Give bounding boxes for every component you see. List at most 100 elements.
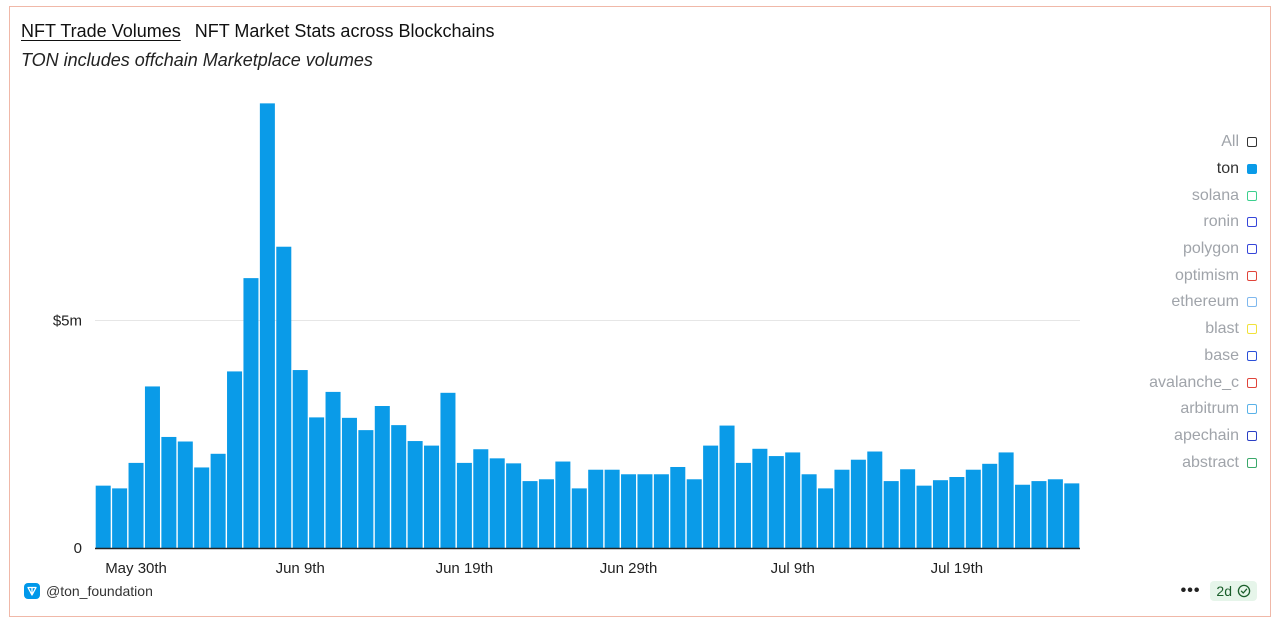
chart-subtitle: NFT Market Stats across Blockchains [194, 21, 495, 41]
bar[interactable] [883, 481, 899, 548]
bar[interactable] [949, 477, 965, 548]
bar[interactable] [473, 449, 489, 548]
bar[interactable] [768, 456, 784, 548]
legend-item-All[interactable]: All [1057, 129, 1257, 156]
bar[interactable] [407, 441, 423, 548]
legend-label: apechain [1174, 426, 1239, 444]
bar[interactable] [259, 103, 275, 549]
bar[interactable] [309, 417, 325, 548]
y-tick-label: 0 [74, 540, 82, 557]
x-tick-label: Jul 19th [931, 560, 984, 577]
legend-label: solana [1191, 186, 1239, 204]
bar[interactable] [867, 451, 883, 548]
bar[interactable] [932, 480, 948, 548]
bar[interactable] [982, 463, 998, 548]
bar[interactable] [227, 371, 243, 548]
bar[interactable] [555, 461, 571, 548]
bar[interactable] [144, 386, 160, 548]
bar[interactable] [1047, 479, 1063, 548]
bar[interactable] [95, 485, 111, 548]
legend-swatch-icon [1247, 430, 1257, 441]
bar[interactable] [670, 466, 686, 548]
chart-title-link[interactable]: NFT Trade Volumes [21, 21, 181, 41]
legend-label: polygon [1182, 240, 1239, 258]
legend-item-avalanche-c[interactable]: avalanche_c [1057, 369, 1257, 396]
bar[interactable] [588, 469, 604, 548]
legend-swatch-icon [1247, 244, 1257, 255]
bar[interactable] [801, 474, 817, 548]
legend-swatch-icon [1247, 350, 1257, 361]
bar[interactable] [752, 448, 768, 548]
more-options-button[interactable]: ••• [1180, 582, 1201, 599]
author-attribution[interactable]: @ton_foundation [24, 583, 153, 599]
legend-label: ton [1216, 160, 1239, 178]
bar[interactable] [374, 406, 390, 548]
bar[interactable] [735, 462, 751, 548]
legend-item-solana[interactable]: solana [1057, 182, 1257, 209]
bar[interactable] [703, 445, 719, 548]
bar[interactable] [161, 436, 177, 548]
bar[interactable] [965, 469, 981, 548]
bar[interactable] [621, 474, 637, 548]
legend-item-blast[interactable]: blast [1057, 316, 1257, 343]
bar[interactable] [358, 430, 374, 548]
bar[interactable] [1064, 483, 1080, 548]
bar[interactable] [637, 474, 653, 548]
bar[interactable] [194, 467, 210, 548]
x-tick-label: Jun 9th [276, 560, 325, 577]
bar[interactable] [440, 392, 456, 548]
bar[interactable] [719, 425, 735, 548]
bar[interactable] [818, 488, 834, 548]
legend-item-base[interactable]: base [1057, 343, 1257, 370]
bar[interactable] [571, 488, 587, 548]
bar[interactable] [276, 246, 292, 548]
legend-label: ronin [1203, 213, 1239, 231]
bar[interactable] [998, 452, 1014, 548]
bar[interactable] [292, 370, 308, 548]
bar[interactable] [1031, 481, 1047, 548]
bar[interactable] [177, 441, 193, 548]
legend-swatch-icon [1247, 270, 1257, 281]
legend-swatch-icon [1247, 217, 1257, 228]
legend-item-arbitrum[interactable]: arbitrum [1057, 396, 1257, 423]
bar[interactable] [243, 278, 259, 548]
bar[interactable] [128, 462, 144, 548]
bar[interactable] [850, 459, 866, 548]
bar[interactable] [900, 469, 916, 548]
legend-item-abstract[interactable]: abstract [1057, 449, 1257, 476]
x-tick-label: May 30th [105, 560, 167, 577]
bar[interactable] [325, 391, 341, 548]
bar[interactable] [834, 469, 850, 548]
chart-header: NFT Trade Volumes NFT Market Stats acros… [21, 21, 495, 42]
bar[interactable] [112, 488, 128, 548]
legend-swatch-icon [1247, 190, 1257, 201]
legend-item-ronin[interactable]: ronin [1057, 209, 1257, 236]
bar[interactable] [538, 479, 554, 548]
bar[interactable] [456, 462, 472, 548]
legend-item-apechain[interactable]: apechain [1057, 423, 1257, 450]
bar[interactable] [686, 479, 702, 548]
legend-item-polygon[interactable]: polygon [1057, 236, 1257, 263]
bar[interactable] [391, 425, 407, 548]
author-handle: @ton_foundation [46, 583, 153, 599]
legend-item-ton[interactable]: ton [1057, 156, 1257, 183]
bar[interactable] [489, 458, 505, 548]
bar[interactable] [604, 469, 620, 548]
bar[interactable] [916, 485, 932, 548]
legend-item-optimism[interactable]: optimism [1057, 262, 1257, 289]
bar[interactable] [522, 481, 538, 548]
bar[interactable] [785, 452, 801, 548]
bar[interactable] [1015, 484, 1031, 548]
bar[interactable] [653, 474, 669, 548]
bar[interactable] [210, 453, 226, 548]
x-tick-label: Jul 9th [771, 560, 815, 577]
bar[interactable] [424, 445, 440, 548]
chart-card: NFT Trade Volumes NFT Market Stats acros… [9, 6, 1271, 617]
legend-item-ethereum[interactable]: ethereum [1057, 289, 1257, 316]
refresh-badge[interactable]: 2d [1210, 581, 1257, 601]
legend-swatch-icon [1247, 324, 1257, 335]
bar[interactable] [341, 417, 357, 548]
refresh-badge-label: 2d [1216, 583, 1232, 599]
legend-label: base [1204, 346, 1239, 364]
bar[interactable] [506, 463, 522, 548]
